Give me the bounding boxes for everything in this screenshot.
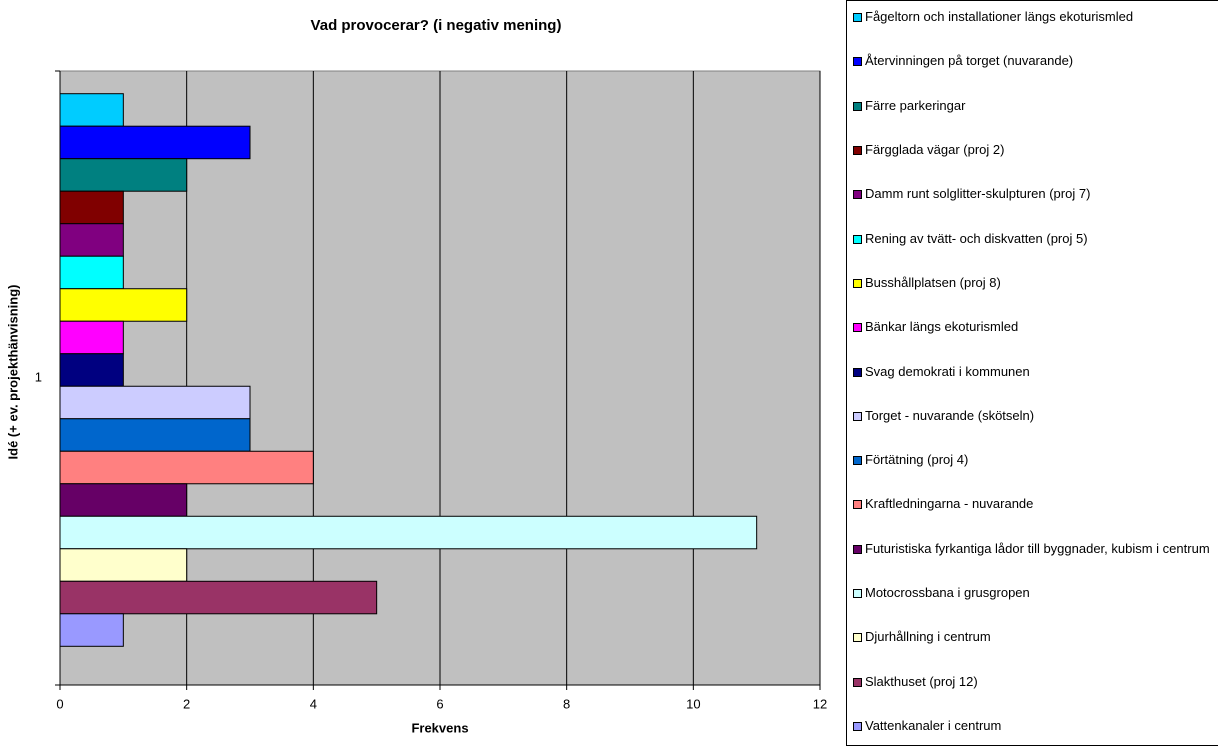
bar: [59, 288, 188, 322]
legend-swatch: [853, 323, 862, 333]
legend-label: Slakthuset (proj 12): [865, 673, 978, 689]
bar: [59, 223, 124, 257]
bar: [59, 580, 378, 615]
legend-swatch: [853, 145, 862, 155]
legend-swatch: [853, 500, 862, 510]
legend-label: Fågeltorn och installationer längs ekotu…: [865, 9, 1134, 24]
legend-label: Djurhållning i centrum: [865, 629, 991, 645]
x-tick-label: 0: [56, 696, 63, 711]
legend-label: Bänkar längs ekoturismled: [865, 319, 1019, 335]
legend-swatch: [853, 633, 862, 643]
legend-label: Återvinningen på torget (nuvarande): [865, 53, 1074, 69]
legend-swatch: [853, 456, 862, 466]
legend-label: Förtätning (proj 4): [865, 452, 969, 468]
x-tick-label: 4: [310, 696, 317, 711]
legend-label: Motocrossbana i grusgropen: [865, 585, 1030, 601]
x-tick-label: 2: [183, 696, 190, 711]
legend-label: Kraftledningarna - nuvarande: [865, 496, 1034, 512]
x-tick-label: 6: [436, 696, 443, 711]
chart: Vad provocerar? (i negativ mening) Frekv…: [5, 17, 827, 735]
bar: [59, 483, 188, 517]
bar: [59, 158, 188, 192]
bar: [59, 190, 124, 225]
bar: [59, 515, 758, 550]
legend-swatch: [853, 278, 862, 288]
legend-swatch: [853, 411, 862, 421]
legend-label: Damm runt solglitter-skulpturen (proj 7): [865, 186, 1091, 202]
legend-label: Vattenkanaler i centrum: [865, 718, 1002, 733]
bar: [59, 320, 124, 355]
y-axis-label: Idé (+ ev. projekthänvisning): [5, 285, 20, 460]
legend-swatch: [853, 589, 862, 599]
legend-swatch: [853, 101, 862, 111]
legend-swatch: [853, 722, 862, 731]
legend-label: Färre parkeringar: [865, 97, 966, 113]
x-tick-label: 10: [686, 696, 700, 711]
legend-swatch: [853, 677, 862, 687]
y-tick-label: 1: [35, 369, 42, 384]
legend-label: Futuristiska fyrkantiga lådor till byggn…: [865, 540, 1210, 556]
legend-swatch: [853, 544, 862, 554]
bar: [59, 353, 124, 387]
x-tick-label: 8: [563, 696, 570, 711]
legend-swatch: [853, 57, 862, 67]
bar: [59, 613, 124, 647]
bar: [59, 450, 314, 485]
x-axis-label: Frekvens: [411, 720, 468, 735]
bar: [59, 93, 124, 127]
legend-swatch: [853, 367, 862, 377]
x-tick-label: 12: [813, 696, 827, 711]
legend-label: Färgglada vägar (proj 2): [865, 141, 1005, 157]
chart-title: Vad provocerar? (i negativ mening): [311, 17, 562, 34]
bar: [59, 385, 251, 420]
legend-label: Svag demokrati i kommunen: [865, 363, 1030, 379]
legend-swatch: [853, 13, 862, 22]
legend-label: Busshållplatsen (proj 8): [865, 274, 1001, 290]
bar: [59, 418, 251, 452]
bar: [59, 255, 124, 290]
legend-label: Rening av tvätt- och diskvatten (proj 5): [865, 230, 1088, 246]
legend-label: Torget - nuvarande (skötseln): [865, 407, 1035, 423]
legend-swatch: [853, 190, 862, 200]
bar: [59, 548, 188, 582]
legend-swatch: [853, 234, 862, 244]
bar: [59, 125, 251, 160]
legend: Fågeltorn och installationer längs ekotu…: [846, 0, 1218, 746]
